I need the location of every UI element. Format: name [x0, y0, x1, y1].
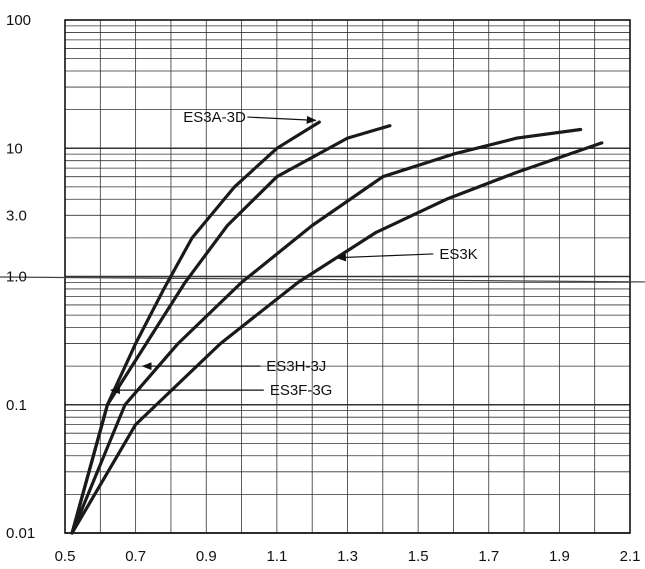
annotation-label: ES3A-3D [183, 109, 246, 126]
x-tick-labels: 0.5 0.7 0.9 1.1 1.3 1.5 1.7 1.9 2.1 [55, 548, 641, 565]
reference-line [0, 276, 645, 283]
x-tick-label: 1.5 [408, 548, 429, 565]
y-tick-label: 3.0 [6, 207, 27, 224]
annotation-label: ES3K [439, 246, 477, 263]
series-line-2 [70, 124, 392, 535]
y-tick-label: 1.0 [6, 269, 27, 286]
x-tick-label: 1.3 [337, 548, 358, 565]
y-tick-label: 0.01 [6, 525, 35, 542]
annotation-label: ES3F-3G [270, 382, 333, 399]
series-line-3 [70, 127, 583, 535]
x-tick-label: 0.9 [196, 548, 217, 565]
annotation-arrow [335, 253, 434, 262]
x-tick-label: 1.1 [266, 548, 287, 565]
grid-layer [64, 20, 631, 534]
x-tick-label: 0.5 [55, 548, 76, 565]
annotation-label: ES3H-3J [266, 358, 326, 375]
plot-frame [64, 19, 631, 534]
x-tick-label: 1.9 [549, 548, 570, 565]
x-tick-label: 1.7 [478, 548, 499, 565]
y-tick-labels: 0.01 0.1 1.0 3.0 10 100 [6, 12, 35, 542]
y-tick-label: 0.1 [6, 397, 27, 414]
y-tick-label: 100 [6, 12, 31, 29]
plot-border [64, 19, 631, 534]
x-tick-label: 0.7 [125, 548, 146, 565]
annotation-layer: ES3A-3D ES3K ES3H-3J ES3F-3G [109, 109, 478, 399]
reference-line-layer [0, 276, 645, 283]
y-tick-label: 10 [6, 140, 23, 157]
annotation-arrow [247, 115, 317, 124]
series-layer [70, 120, 604, 535]
x-tick-label: 2.1 [620, 548, 641, 565]
